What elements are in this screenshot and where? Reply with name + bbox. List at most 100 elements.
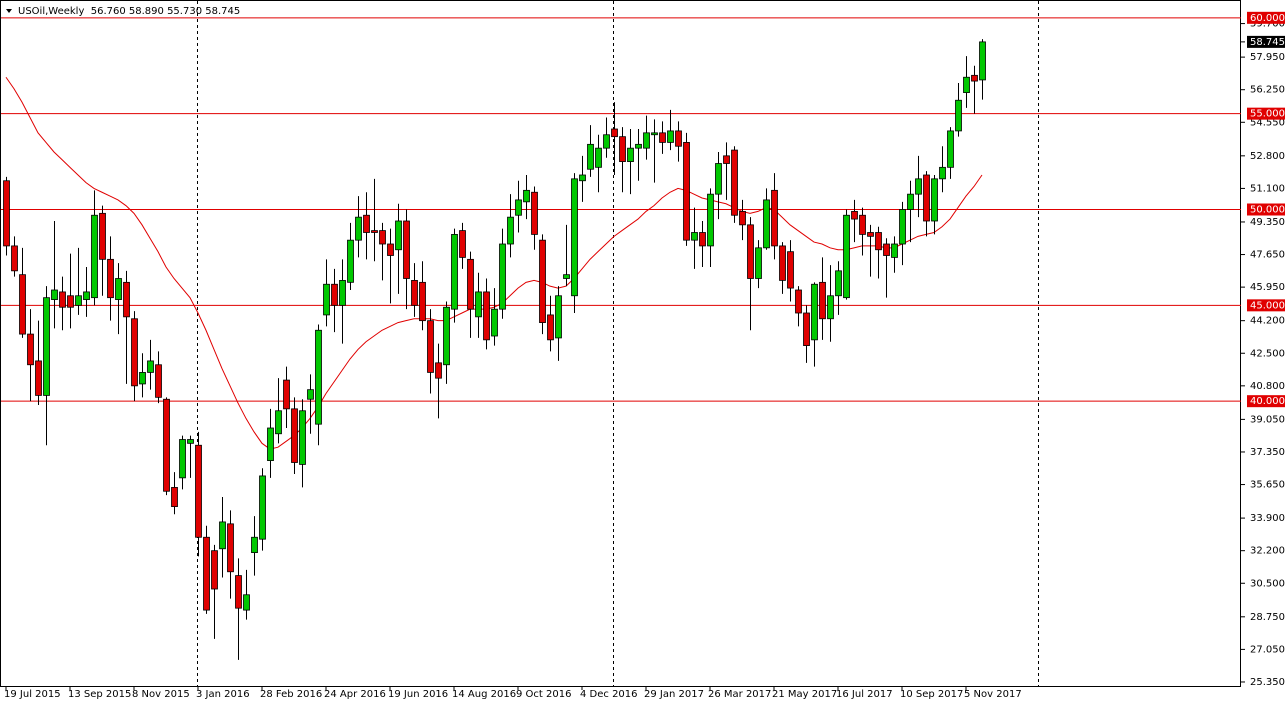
- candle-body: [35, 360, 42, 396]
- candle-body: [907, 193, 914, 210]
- x-tick-label: 21 May 2017: [772, 689, 837, 700]
- candle-body: [427, 320, 434, 373]
- candle-body: [195, 444, 202, 538]
- candle-body: [595, 147, 602, 168]
- x-tick-label: 24 Apr 2016: [324, 689, 386, 700]
- y-tick-label: 54.550: [1250, 117, 1285, 128]
- level-label-box: [1247, 203, 1285, 216]
- candle-body: [523, 189, 530, 203]
- candle-body: [963, 76, 970, 93]
- candle-body: [355, 216, 362, 241]
- candle-body: [843, 214, 850, 299]
- menu-arrow: [6, 9, 12, 13]
- y-tick-label: 49.350: [1250, 217, 1285, 228]
- candle-body: [379, 230, 386, 245]
- candle-body: [755, 247, 762, 279]
- candle-body: [219, 521, 226, 550]
- x-tick-label: 8 Nov 2015: [132, 689, 190, 700]
- candle-body: [659, 132, 666, 143]
- candle-body: [363, 214, 370, 233]
- candle-body: [155, 364, 162, 398]
- candle-body: [939, 166, 946, 180]
- candle-body: [531, 191, 538, 235]
- candle-body: [787, 251, 794, 289]
- candle-body: [875, 232, 882, 251]
- y-tick-label: 27.050: [1250, 644, 1285, 655]
- candle-body: [915, 178, 922, 195]
- candle-body: [779, 245, 786, 281]
- candle-body: [403, 220, 410, 279]
- candle-body: [203, 536, 210, 611]
- candle-body: [819, 281, 826, 320]
- level-label-box: [1247, 11, 1285, 24]
- candle-body: [291, 408, 298, 463]
- y-tick-label: 47.650: [1250, 250, 1285, 261]
- y-tick-label: 44.200: [1250, 316, 1285, 327]
- candle-body: [515, 199, 522, 216]
- candle-body: [971, 74, 978, 82]
- x-tick-label: 9 Oct 2016: [516, 689, 571, 700]
- candle-body: [251, 536, 258, 553]
- candle-body: [955, 99, 962, 132]
- level-label: 55.000: [1250, 109, 1285, 120]
- candle-body: [275, 410, 282, 435]
- candle-body: [979, 41, 986, 81]
- x-tick-label: 16 Jul 2017: [836, 689, 893, 700]
- candle-body: [627, 147, 634, 162]
- level-label-box: [1247, 395, 1285, 408]
- candle-body: [323, 283, 330, 316]
- candle-body: [683, 142, 690, 241]
- candle-body: [507, 216, 514, 245]
- candle-body: [75, 295, 82, 306]
- candle-body: [835, 270, 842, 297]
- candle-body: [267, 427, 274, 461]
- y-tick-label: 37.350: [1250, 447, 1285, 458]
- candle-body: [51, 289, 58, 300]
- candle-body: [467, 258, 474, 310]
- candle-body: [235, 575, 242, 609]
- candle-body: [619, 136, 626, 162]
- candle-body: [91, 214, 98, 299]
- candle-body: [715, 163, 722, 195]
- y-tick-label: 40.800: [1250, 381, 1285, 392]
- candle-body: [675, 130, 682, 147]
- candle-body: [891, 243, 898, 258]
- x-tick-label: 19 Jul 2015: [4, 689, 61, 700]
- x-tick-label: 28 Feb 2016: [260, 689, 322, 700]
- candle-body: [339, 280, 346, 306]
- candle-body: [475, 291, 482, 318]
- y-tick-label: 42.500: [1250, 348, 1285, 359]
- candle-body: [459, 230, 466, 258]
- candle-body: [643, 132, 650, 149]
- candle-body: [851, 211, 858, 220]
- candle-body: [747, 224, 754, 279]
- y-tick-label: 39.050: [1250, 414, 1285, 425]
- candle-body: [723, 155, 730, 164]
- x-tick-label: 19 Jun 2016: [388, 689, 448, 700]
- candle-body: [435, 362, 442, 379]
- y-tick-label: 59.700: [1250, 19, 1285, 30]
- candle-body: [555, 295, 562, 339]
- candle-body: [227, 523, 234, 573]
- level-label-box: [1247, 107, 1285, 120]
- candle-body: [923, 174, 930, 222]
- candle-body: [371, 230, 378, 233]
- x-tick-label: 3 Jan 2016: [196, 689, 250, 700]
- y-tick-label: 25.350: [1250, 677, 1285, 688]
- last-price-box: [1247, 35, 1285, 48]
- level-label: 50.000: [1250, 204, 1285, 215]
- y-tick-label: 28.750: [1250, 612, 1285, 623]
- candle-body: [139, 372, 146, 385]
- candle-body: [331, 283, 338, 306]
- candle-body: [827, 295, 834, 320]
- level-label: 40.000: [1250, 396, 1285, 407]
- y-tick-label: 57.950: [1250, 52, 1285, 63]
- candle-body: [651, 132, 658, 136]
- candle-body: [667, 130, 674, 143]
- candle-body: [171, 487, 178, 507]
- candle-body: [691, 232, 698, 241]
- candle-body: [563, 274, 570, 279]
- candle-body: [211, 550, 218, 590]
